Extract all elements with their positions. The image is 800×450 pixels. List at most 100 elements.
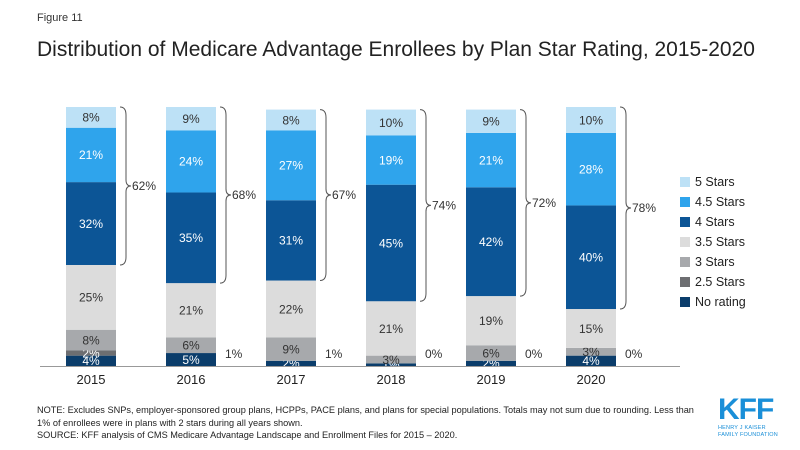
bar-segment <box>366 184 416 302</box>
data-label: 3% <box>382 353 400 367</box>
data-label: 6% <box>182 339 200 353</box>
note-text: NOTE: Excludes SNPs, employer-sponsored … <box>37 405 694 428</box>
data-label: 27% <box>279 159 303 173</box>
bar-segment <box>466 296 516 346</box>
bar-segment <box>66 264 116 330</box>
side-label: 0% <box>525 347 543 361</box>
bracket <box>219 106 232 284</box>
source-text: SOURCE: KFF analysis of CMS Medicare Adv… <box>37 430 458 440</box>
data-label: 35% <box>179 231 203 245</box>
legend-swatch <box>680 277 690 287</box>
data-label: 5% <box>182 353 200 367</box>
data-label: 4% <box>82 354 100 368</box>
data-label: 21% <box>479 153 503 167</box>
x-tick-label: 2016 <box>177 372 206 387</box>
data-label: 21% <box>79 148 103 162</box>
bar-segment <box>466 187 516 297</box>
data-label: 19% <box>479 314 503 328</box>
bar-segment <box>266 109 316 131</box>
bracket <box>419 109 432 302</box>
bar-segment <box>566 347 616 356</box>
kff-logo: KFF HENRY J KAISER FAMILY FOUNDATION <box>718 395 778 438</box>
data-label: 3% <box>582 345 600 359</box>
bracket-label: 78% <box>632 201 656 215</box>
data-label: 10% <box>579 113 603 127</box>
data-label: 10% <box>379 116 403 130</box>
bar-segment <box>566 132 616 206</box>
bar-segment <box>366 363 416 366</box>
legend-swatch <box>680 177 690 187</box>
bar-segment <box>166 130 216 193</box>
side-label: 0% <box>425 347 443 361</box>
bar-segment <box>566 205 616 310</box>
bar-segment <box>266 280 316 338</box>
data-label: 21% <box>179 304 203 318</box>
bar-segment <box>466 132 516 188</box>
x-tick-label: 2018 <box>377 372 406 387</box>
bracket <box>319 109 332 282</box>
bar-segment <box>166 353 216 366</box>
data-label: 19% <box>379 153 403 167</box>
legend-label: 5 Stars <box>695 175 735 189</box>
bar-segment <box>366 301 416 356</box>
data-label: 15% <box>579 322 603 336</box>
bar-segment <box>66 350 116 356</box>
data-label: 21% <box>379 322 403 336</box>
data-label: 28% <box>579 162 603 176</box>
legend-label: 3.5 Stars <box>695 235 745 249</box>
legend-swatch <box>680 257 690 267</box>
bar-segment <box>466 109 516 133</box>
bar-segment <box>66 355 116 366</box>
data-label: 9% <box>482 115 500 129</box>
data-label: 25% <box>79 291 103 305</box>
bar-segment <box>266 337 316 361</box>
bar-segment <box>66 107 116 128</box>
bar-segment <box>566 107 616 133</box>
chart-footnote: NOTE: Excludes SNPs, employer-sponsored … <box>37 404 702 442</box>
side-label: 0% <box>625 347 643 361</box>
data-label: 32% <box>79 217 103 231</box>
data-label: 6% <box>482 346 500 360</box>
bracket-label: 67% <box>332 188 356 202</box>
legend-label: No rating <box>695 295 746 309</box>
legend-label: 2.5 Stars <box>695 275 745 289</box>
bar-segment <box>266 200 316 281</box>
bracket-label: 62% <box>132 179 156 193</box>
bar-segment <box>166 107 216 131</box>
bracket-label: 74% <box>432 198 456 212</box>
data-label: 31% <box>279 234 303 248</box>
bar-segment <box>366 355 416 364</box>
side-label: 1% <box>325 347 343 361</box>
data-label: 9% <box>182 112 200 126</box>
legend-swatch <box>680 297 690 307</box>
figure-label: Figure 11 <box>37 12 83 24</box>
data-label: 8% <box>282 113 300 127</box>
logo-mark: KFF <box>718 393 774 426</box>
data-label: 8% <box>82 333 100 347</box>
logo-line-1: HENRY J KAISER <box>718 425 766 431</box>
chart-title: Distribution of Medicare Advantage Enrol… <box>37 38 755 61</box>
data-label: 45% <box>379 236 403 250</box>
legend-swatch <box>680 197 690 207</box>
data-label: 24% <box>179 155 203 169</box>
bar-segment <box>66 329 116 351</box>
legend-label: 3 Stars <box>695 255 735 269</box>
legend-swatch <box>680 217 690 227</box>
data-label: 42% <box>479 235 503 249</box>
bar-segment <box>66 127 116 183</box>
data-label: 4% <box>582 354 600 368</box>
bracket-label: 72% <box>532 196 556 210</box>
x-tick-label: 2020 <box>577 372 606 387</box>
data-label: 8% <box>82 111 100 125</box>
bar-segment <box>466 345 516 361</box>
legend-label: 4 Stars <box>695 215 735 229</box>
bar-segment <box>266 130 316 201</box>
bar-segment <box>166 337 216 354</box>
bracket <box>119 106 132 266</box>
bracket <box>619 106 632 310</box>
bar-segment <box>266 360 316 366</box>
data-label: 22% <box>279 302 303 316</box>
bar-segment <box>166 283 216 338</box>
x-tick-label: 2015 <box>77 372 106 387</box>
bar-segment <box>366 109 416 136</box>
